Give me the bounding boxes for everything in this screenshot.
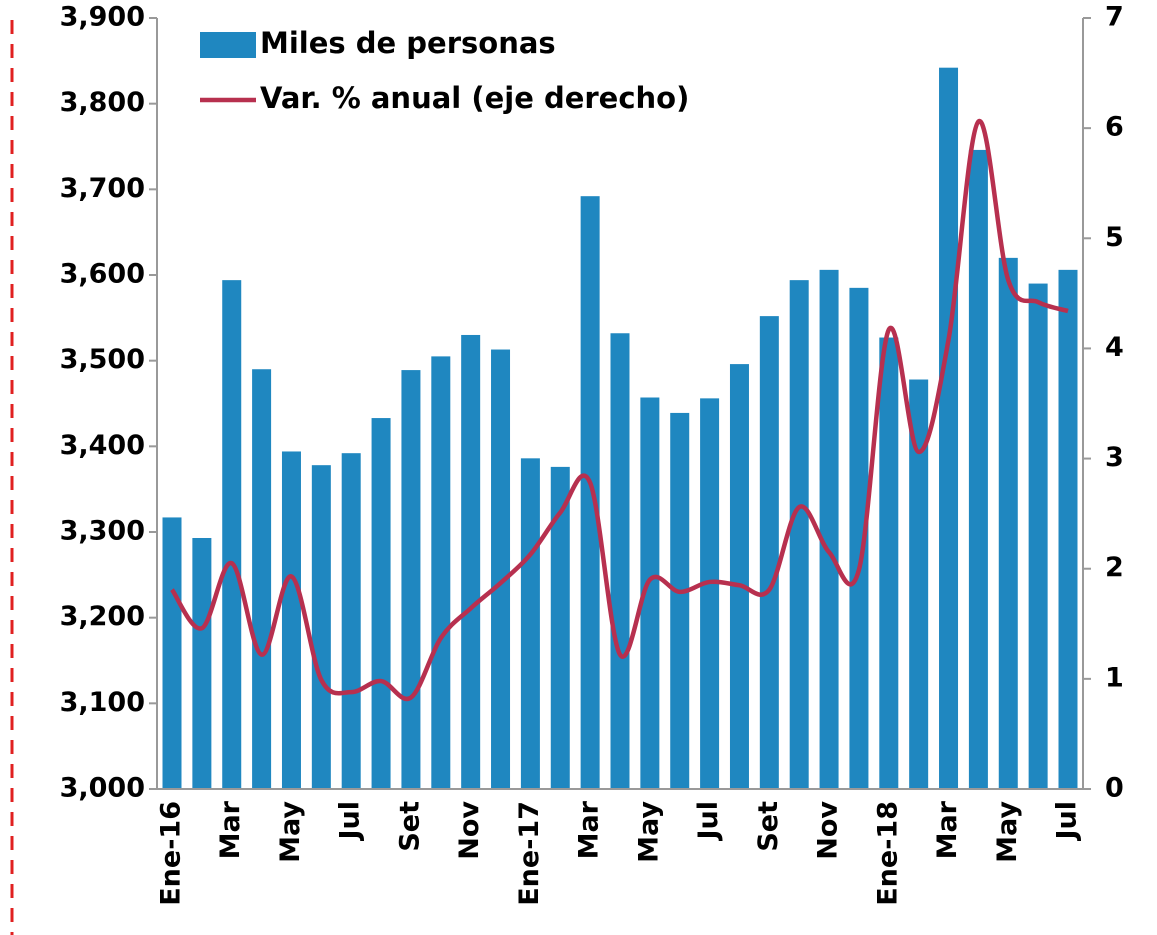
x-tick-label: Mar (932, 800, 963, 859)
x-tick-label: Ene-18 (872, 801, 903, 906)
legend-swatch (200, 32, 256, 58)
bar (879, 337, 899, 789)
bar (729, 364, 749, 789)
y2-tick-label: 7 (1105, 2, 1124, 33)
x-tick-label: Nov (813, 801, 844, 860)
x-tick-label: Mar (574, 800, 605, 859)
bar (371, 418, 391, 789)
bar (939, 67, 959, 790)
y-tick-label: 3,800 (60, 87, 145, 118)
bar (909, 379, 929, 789)
bar (491, 349, 511, 789)
x-tick-label: Mar (215, 800, 246, 859)
y-tick-label: 3,000 (60, 773, 145, 804)
bar (520, 458, 540, 789)
y2-tick-label: 4 (1105, 332, 1124, 363)
x-tick-label: May (275, 801, 306, 863)
x-tick-label: Ene-17 (514, 801, 545, 906)
x-tick-label: Nov (454, 801, 485, 860)
bar (401, 370, 421, 789)
bar (640, 397, 660, 789)
y2-tick-label: 2 (1105, 552, 1124, 583)
legend-label: Var. % anual (eje derecho) (260, 81, 689, 115)
y2-tick-label: 0 (1105, 773, 1124, 804)
bar (580, 196, 600, 790)
bar (968, 149, 988, 790)
legend-label: Miles de personas (260, 26, 556, 60)
bar (222, 280, 242, 789)
y-tick-label: 3,200 (60, 601, 145, 632)
x-tick-label: Ene-16 (156, 801, 187, 906)
bar (759, 316, 779, 789)
bar (700, 398, 720, 789)
y2-tick-label: 1 (1105, 662, 1124, 693)
y2-tick-label: 6 (1105, 112, 1124, 143)
bar (252, 369, 272, 789)
x-tick-label: Jul (1052, 801, 1083, 842)
bar (281, 451, 301, 789)
x-tick-label: Set (753, 801, 784, 852)
bar (670, 412, 690, 789)
bar (550, 466, 570, 789)
x-tick-label: Set (394, 801, 425, 852)
bar (789, 280, 809, 789)
bar (610, 333, 630, 789)
x-tick-label: Jul (335, 801, 366, 842)
bar (1058, 269, 1078, 789)
bar (849, 287, 869, 789)
bar (192, 537, 212, 789)
x-tick-label: May (633, 801, 664, 863)
bar (311, 465, 331, 789)
y-tick-label: 3,400 (60, 430, 145, 461)
bar (461, 334, 481, 789)
x-tick-label: May (992, 801, 1023, 863)
y-tick-label: 3,700 (60, 173, 145, 204)
y-tick-label: 3,100 (60, 687, 145, 718)
y-tick-label: 3,300 (60, 516, 145, 547)
x-tick-label: Jul (693, 801, 724, 842)
bar (341, 453, 361, 789)
y2-tick-label: 3 (1105, 442, 1124, 473)
y2-tick-label: 5 (1105, 222, 1124, 253)
y-tick-label: 3,500 (60, 344, 145, 375)
bar (998, 257, 1018, 789)
bar (431, 356, 451, 789)
y-tick-label: 3,900 (60, 2, 145, 33)
bar (819, 269, 839, 789)
bar (1028, 283, 1048, 789)
y-tick-label: 3,600 (60, 259, 145, 290)
line (170, 119, 1069, 702)
bar (162, 517, 182, 789)
